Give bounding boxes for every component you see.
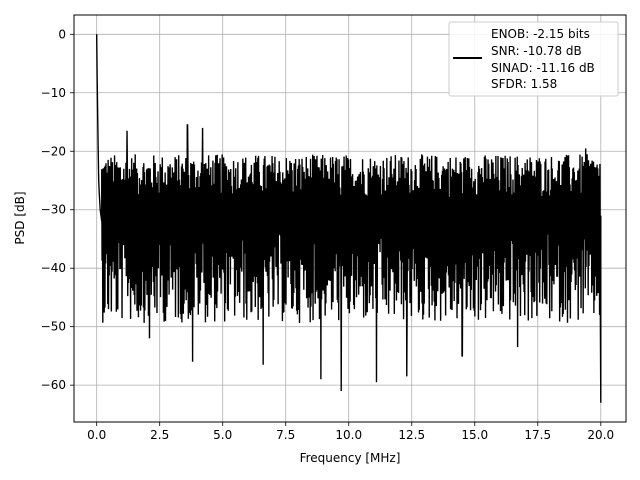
x-tick-label: 15.0 (461, 428, 488, 442)
x-tick-label: 20.0 (587, 428, 614, 442)
legend-sfdr: SFDR: 1.58 (491, 77, 557, 91)
x-tick-label: 0.0 (87, 428, 106, 442)
legend-sinad: SINAD: -11.16 dB (491, 61, 595, 75)
axes-frame (73, 14, 627, 423)
x-tick-label: 2.5 (150, 428, 169, 442)
legend: ENOB: -2.15 bits SNR: -10.78 dB SINAD: -… (448, 21, 619, 97)
x-tick-label: 5.0 (213, 428, 232, 442)
y-tick-label: −10 (41, 86, 66, 100)
legend-snr: SNR: -10.78 dB (491, 44, 582, 58)
x-tick-label: 7.5 (276, 428, 295, 442)
legend-enob: ENOB: -2.15 bits (491, 27, 590, 41)
y-tick-label: −30 (41, 203, 66, 217)
y-tick-layer: 0 −10 −20 −30 −40 −50 −60 (41, 27, 74, 392)
y-tick-label: −20 (41, 144, 66, 158)
x-axis-label: Frequency [MHz] (300, 451, 401, 465)
x-tick-label: 12.5 (398, 428, 425, 442)
x-tick-layer: 0.0 2.5 5.0 7.5 10.0 12.5 15.0 17.5 20.0 (87, 422, 614, 442)
y-tick-label: 0 (58, 27, 66, 41)
x-tick-label: 10.0 (335, 428, 362, 442)
psd-series-line (95, 34, 602, 403)
y-tick-label: −50 (41, 320, 66, 334)
legend-box (448, 21, 619, 97)
x-tick-label: 17.5 (524, 428, 551, 442)
y-axis-label: PSD [dB] (13, 191, 27, 244)
y-tick-label: −60 (41, 378, 66, 392)
y-tick-label: −40 (41, 261, 66, 275)
series-layer (95, 34, 602, 403)
